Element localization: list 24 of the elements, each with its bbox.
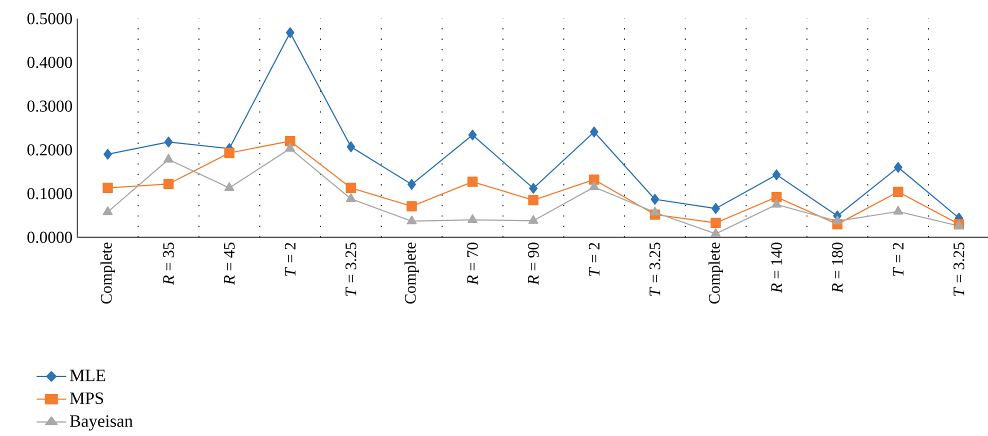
x-tick-label: T = 2: [588, 242, 600, 276]
legend-label: Bayeisan: [70, 415, 133, 430]
x-tick-label: R = 90: [528, 242, 539, 285]
y-tick-label: 0.4000: [27, 56, 72, 68]
x-tick-label: R = 70: [467, 242, 478, 285]
y-tick-label: 0.3000: [27, 100, 72, 112]
y-tick-label: 0.1000: [27, 188, 72, 200]
x-tick-label: Complete: [708, 242, 723, 304]
y-tick-label: 0.5000: [27, 13, 72, 24]
x-tick-label: T = 2: [892, 242, 904, 276]
x-tick-label: Complete: [100, 242, 115, 304]
legend-label: MPS: [70, 392, 104, 404]
y-tick-label: 0.2000: [27, 144, 72, 156]
x-tick-label: R = 140: [771, 242, 782, 293]
x-tick-label: R = 180: [832, 242, 843, 293]
y-tick-label: 0.0000: [27, 232, 72, 243]
x-tick-label: R = 45: [224, 242, 235, 285]
x-tick-label: T = 3.25: [954, 242, 964, 296]
x-tick-label: R = 35: [163, 242, 174, 285]
x-tick-label: T = 2: [284, 242, 296, 276]
x-tick-label: T = 3.25: [650, 242, 660, 296]
x-tick-label: Complete: [404, 242, 419, 304]
legend-label: MLE: [70, 370, 106, 382]
x-tick-label: T = 3.25: [346, 242, 356, 296]
